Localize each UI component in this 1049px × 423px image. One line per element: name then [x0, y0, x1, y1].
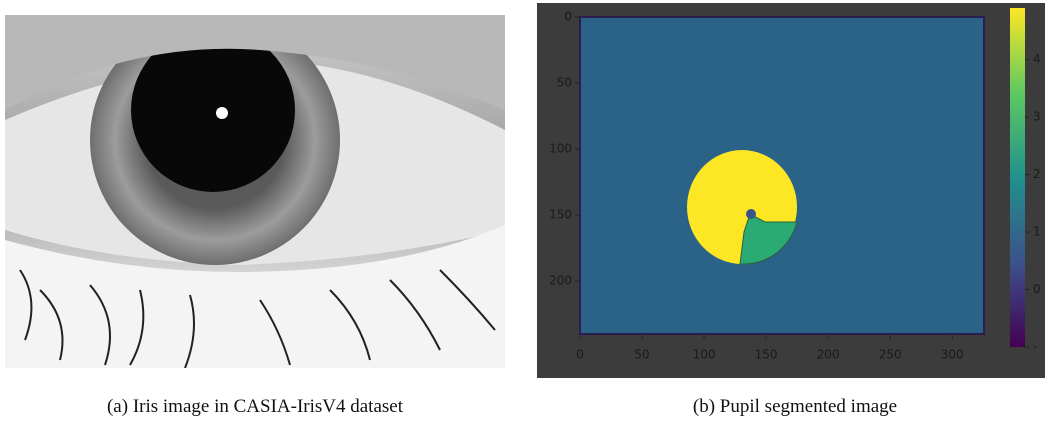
colorbar-tick-label: 0 — [1033, 282, 1041, 296]
y-tick-label: 0 — [564, 10, 572, 24]
x-tick-label: 100 — [693, 348, 716, 362]
x-tick-label: 200 — [817, 348, 840, 362]
segmentation-panel — [537, 3, 1045, 378]
y-tick-label: 50 — [557, 76, 572, 90]
x-tick-label: 250 — [879, 348, 902, 362]
caption: (b) Pupil segmented image — [693, 396, 897, 417]
colorbar-tick-label: 2 — [1033, 167, 1041, 181]
figure: (a) Iris image in CASIA-IrisV4 dataset (… — [0, 0, 1049, 423]
y-tick-label: 100 — [549, 142, 572, 156]
caption: (a) Iris image in CASIA-IrisV4 dataset — [107, 396, 404, 417]
x-tick-label: 300 — [941, 348, 964, 362]
y-tick-label: 200 — [549, 274, 572, 288]
colorbar-tick-label: 3 — [1033, 110, 1041, 124]
x-tick-label: 50 — [634, 348, 649, 362]
eye-photo — [5, 15, 505, 368]
colorbar-tick-label: - — [1033, 340, 1037, 354]
x-tick-label: 150 — [755, 348, 778, 362]
colorbar-tick-label: 4 — [1033, 52, 1041, 66]
y-tick-label: 150 — [549, 208, 572, 222]
colorbar-tick-label: 1 — [1033, 225, 1041, 239]
x-tick-label: 0 — [576, 348, 584, 362]
